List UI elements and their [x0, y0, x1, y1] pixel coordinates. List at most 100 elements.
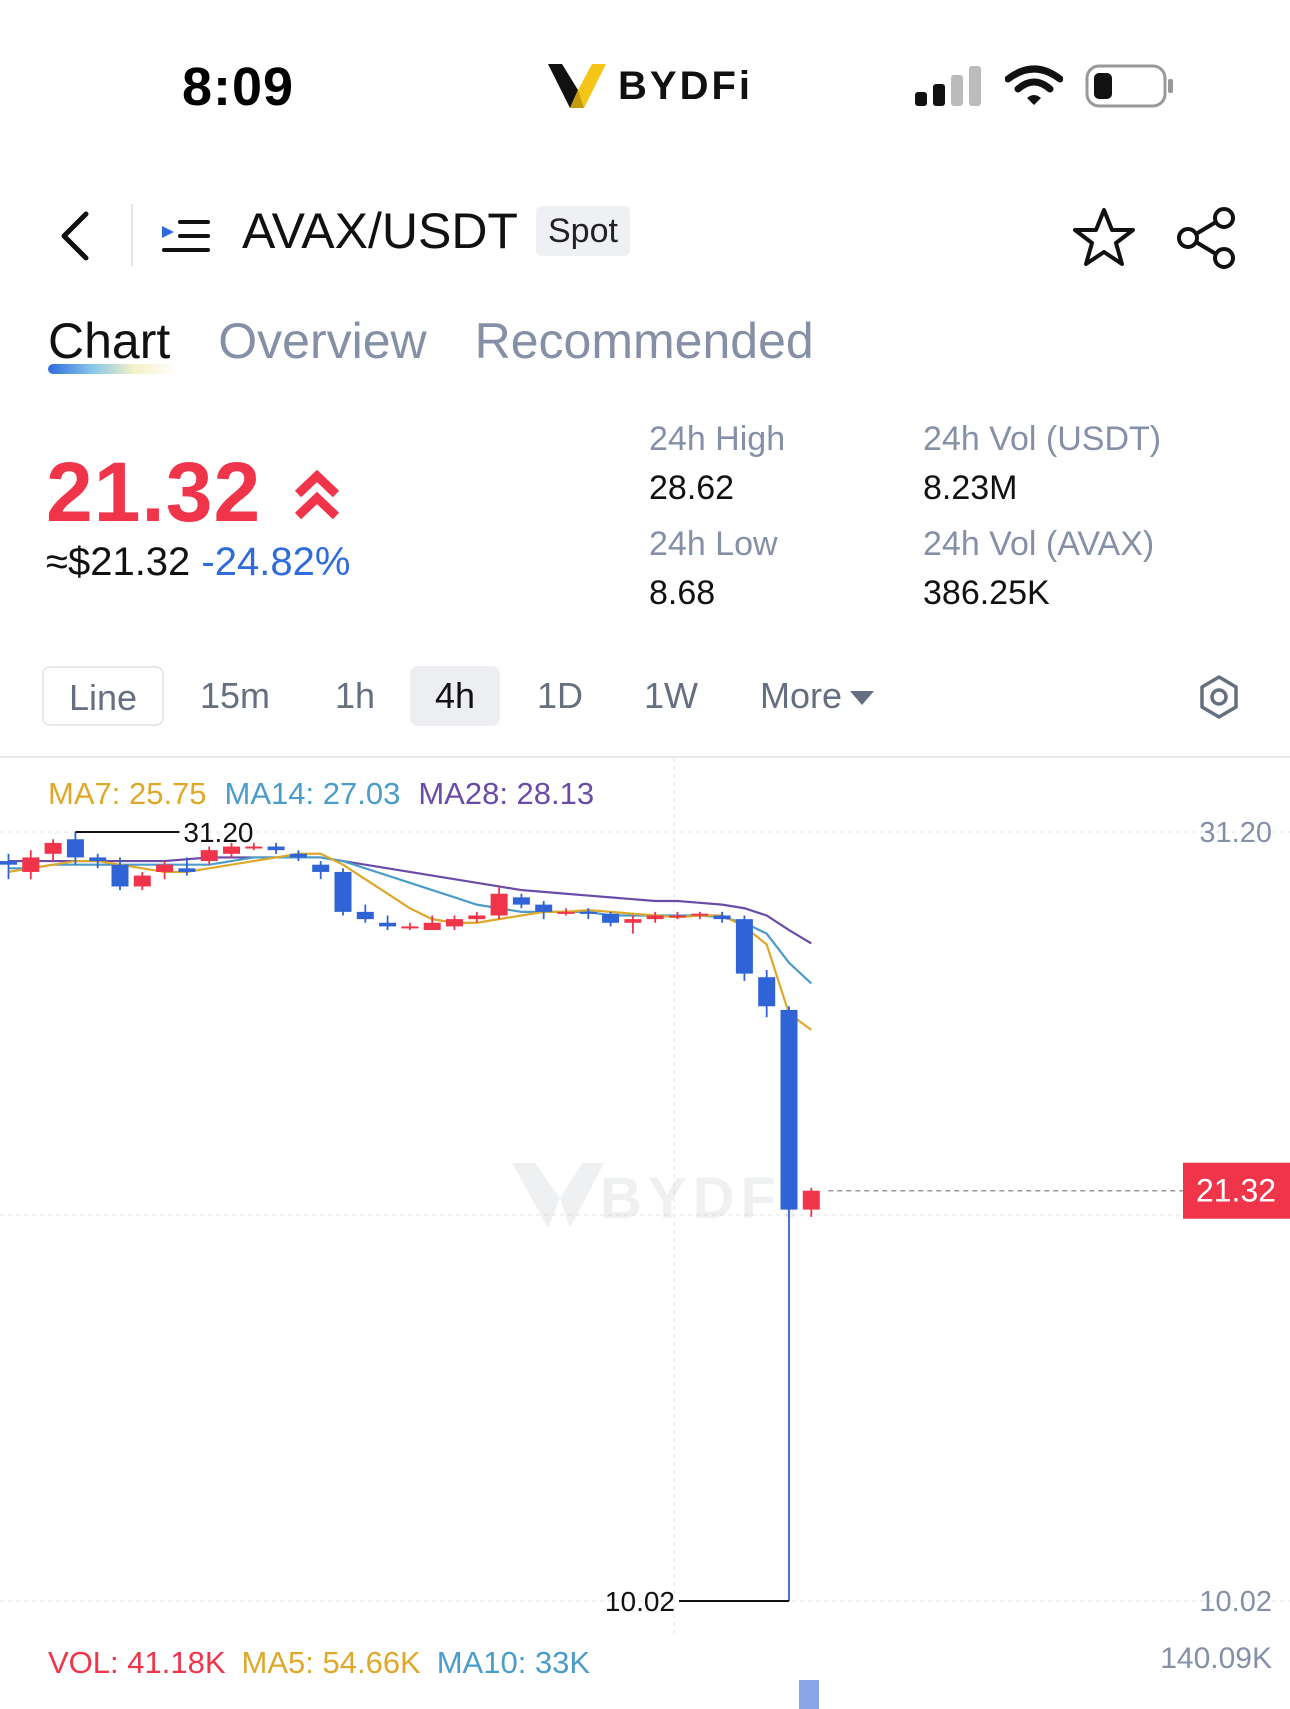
candle-body — [156, 864, 174, 872]
last-price: 21.32 — [46, 445, 262, 539]
pair-title[interactable]: AVAX/USDT — [242, 203, 518, 259]
interval-divider — [0, 756, 1290, 758]
candle-body — [490, 893, 508, 916]
candle-body — [312, 864, 330, 872]
candle-body — [512, 897, 530, 905]
interval-line[interactable]: Line — [42, 666, 164, 726]
stat-24h-low: 24h Low 8.68 — [649, 525, 778, 613]
status-bar: 8:09 BYDFi — [0, 0, 1290, 150]
tab-overview[interactable]: Overview — [218, 313, 427, 369]
ma7-line — [8, 852, 812, 1031]
y-axis-label: 10.02 — [1199, 1586, 1272, 1618]
watermark-logo-left — [512, 1163, 560, 1228]
candle-body — [535, 904, 553, 912]
wifi-icon — [1005, 65, 1063, 105]
last-price-tag — [1183, 1162, 1290, 1219]
interval-more[interactable]: More — [752, 666, 882, 726]
interval-more-label: More — [759, 675, 843, 716]
watermark-text: BYDFi — [600, 1166, 804, 1231]
candle-body — [579, 911, 597, 914]
last-price-tag-label: 21.32 — [1196, 1173, 1276, 1209]
menu-icon[interactable] — [160, 214, 210, 258]
candle-body — [356, 911, 374, 920]
tab-chart-label: Chart — [48, 313, 171, 369]
brand-logo: BYDFi — [548, 60, 753, 112]
market-type-badge: Spot — [536, 206, 630, 256]
candle-body — [735, 919, 753, 974]
candle-body — [0, 861, 17, 865]
candle-body — [802, 1190, 820, 1210]
candle-body — [624, 919, 642, 923]
stat-24h-vol-usdt: 24h Vol (USDT) 8.23M — [923, 420, 1161, 508]
volume-ma5-label: MA5: 54.66K — [241, 1645, 421, 1680]
stat-label: 24h High — [649, 420, 786, 458]
y-axis-label: 31.20 — [1199, 817, 1272, 849]
volume-legend: VOL: 41.18K MA5: 54.66K MA10: 33K — [48, 1645, 590, 1681]
candle-body — [111, 864, 129, 887]
candle-body — [758, 977, 776, 1007]
stat-label: 24h Vol (USDT) — [923, 420, 1162, 458]
ma14-line — [8, 856, 813, 985]
candle-body — [423, 922, 441, 931]
bydfi-logo-icon — [548, 64, 606, 108]
candle-body — [66, 839, 84, 858]
candle-body — [334, 871, 352, 912]
candle-body — [200, 850, 218, 862]
candlestick-chart[interactable]: BYDFi 31.20 10.02 31.20 10.02 21.32 — [0, 758, 1290, 1638]
stat-24h-vol-avax: 24h Vol (AVAX) 386.25K — [923, 525, 1154, 613]
candle-body — [557, 911, 575, 914]
interval-bar: Line 15m 1h 4h 1D 1W More — [0, 666, 1290, 756]
interval-4h[interactable]: 4h — [410, 666, 500, 726]
stat-label: 24h Vol (AVAX) — [923, 525, 1155, 563]
candle-body — [646, 915, 664, 920]
pair-header: AVAX/USDT Spot — [0, 190, 1290, 280]
candle-body — [780, 1009, 798, 1210]
volume-label: VOL: 41.18K — [48, 1645, 226, 1680]
candle-body — [401, 926, 419, 929]
volume-bar — [799, 1680, 819, 1709]
ma-lines — [8, 852, 813, 1031]
candle-body — [379, 922, 397, 927]
ma14-label: MA14: 27.03 — [224, 776, 401, 811]
candle-body — [468, 915, 486, 920]
tab-recommended[interactable]: Recommended — [474, 313, 814, 369]
interval-15m[interactable]: 15m — [199, 675, 271, 716]
share-icon[interactable] — [1176, 206, 1238, 270]
interval-1h[interactable]: 1h — [334, 675, 376, 716]
candle-body — [713, 915, 731, 920]
interval-1w[interactable]: 1W — [644, 675, 698, 716]
stat-24h-high: 24h High 28.62 — [649, 420, 785, 508]
candle-body — [89, 857, 107, 862]
signal-icon — [915, 66, 981, 106]
candle-body — [133, 875, 151, 887]
battery-icon — [1085, 64, 1173, 108]
candle-body — [267, 846, 285, 851]
candle-body — [446, 919, 463, 927]
ma-legend: MA7: 25.75 MA14: 27.03 MA28: 28.13 — [48, 776, 594, 812]
candle-body — [245, 846, 263, 849]
chart-annotations: 31.20 10.02 31.20 10.02 21.32 — [75, 817, 1290, 1618]
candle-body — [602, 913, 620, 923]
volume-ma10-label: MA10: 33K — [436, 1645, 591, 1680]
chart-watermark: BYDFi — [512, 1163, 804, 1231]
low-marker-label: 10.02 — [605, 1586, 675, 1617]
ma28-line — [8, 856, 812, 945]
back-arrow-icon[interactable] — [56, 208, 96, 264]
candle-body — [691, 913, 709, 916]
caret-down-icon — [850, 691, 875, 706]
settings-icon[interactable] — [1196, 674, 1242, 720]
stat-value: 386.25K — [923, 574, 1050, 612]
tab-active-indicator — [48, 364, 178, 374]
ma28-label: MA28: 28.13 — [418, 776, 595, 811]
star-icon[interactable] — [1072, 206, 1136, 270]
interval-1d[interactable]: 1D — [536, 675, 584, 716]
tab-chart[interactable]: Chart — [48, 312, 178, 382]
page-tabs: Chart Overview Recommended — [48, 312, 814, 382]
stat-value: 8.23M — [923, 469, 1018, 507]
status-icons — [915, 64, 1175, 108]
candle-body — [22, 857, 40, 872]
change-percent: -24.82% — [201, 540, 351, 584]
stat-value: 28.62 — [649, 469, 735, 507]
watermark-logo-right — [560, 1163, 604, 1228]
header-divider — [131, 204, 133, 266]
